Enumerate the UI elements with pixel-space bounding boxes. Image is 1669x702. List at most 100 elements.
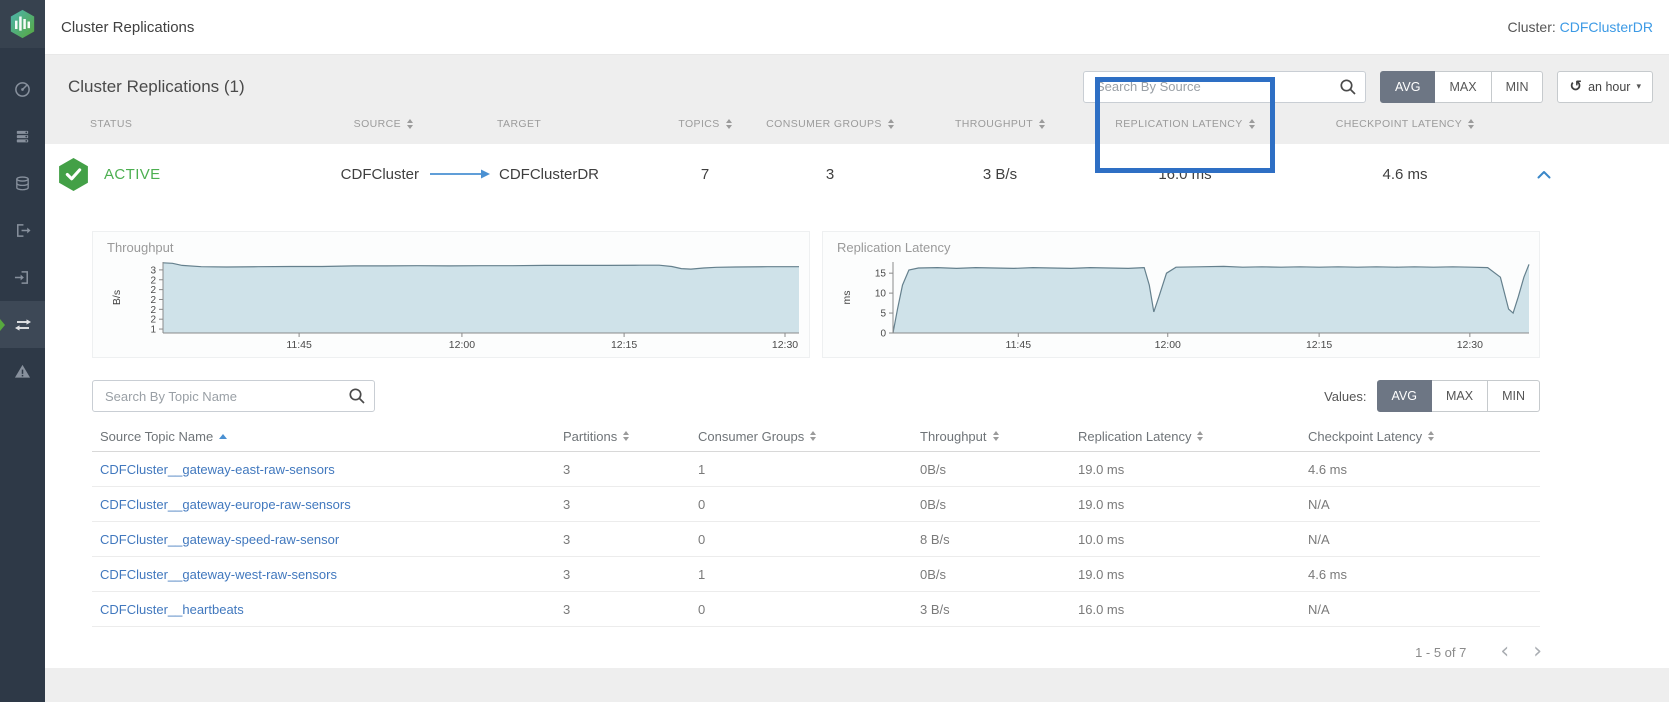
- latency-chart: 15 10 5 0 11:45 12:00 12:15 12:30 ms: [841, 262, 1530, 351]
- column-replication-latency[interactable]: Replication Latency: [1078, 429, 1308, 444]
- sidebar-item-producers[interactable]: [0, 207, 45, 254]
- time-range-dropdown[interactable]: ↺ an hour ▾: [1557, 70, 1653, 103]
- arrow-right-icon: [430, 169, 490, 179]
- sort-icon: [407, 119, 413, 129]
- cluster-table-header: STATUS SOURCE TARGET TOPICS CONSUMER GRO…: [45, 77, 1669, 173]
- svg-text:12:15: 12:15: [611, 339, 637, 351]
- column-topics[interactable]: TOPICS: [665, 118, 745, 130]
- search-icon: [1340, 78, 1356, 95]
- time-range-label: an hour: [1588, 79, 1631, 94]
- cluster-name-link[interactable]: CDFClusterDR: [1559, 19, 1653, 35]
- topic-link[interactable]: CDFCluster__heartbeats: [100, 601, 244, 617]
- column-consumer-groups[interactable]: Consumer Groups: [698, 429, 920, 444]
- values-avg-button[interactable]: AVG: [1376, 380, 1432, 412]
- topic-consumer-groups: 0: [698, 496, 706, 512]
- topics-count: 7: [700, 165, 710, 183]
- svg-text:3: 3: [150, 265, 156, 276]
- svg-text:12:30: 12:30: [1457, 339, 1483, 351]
- throughput-chart-card: Throughput 3 2 2 2 2 2 1 11:45 12:00 12:15 12:30 B/…: [92, 231, 810, 358]
- topic-partitions: 3: [563, 496, 571, 512]
- checkpoint-latency-value: 4.6 ms: [1382, 165, 1428, 183]
- svg-text:11:45: 11:45: [1006, 339, 1032, 351]
- status-cell: ACTIVE: [45, 157, 205, 192]
- sidebar-item-overview[interactable]: [0, 66, 45, 113]
- cluster-selector: Cluster: CDFClusterDR: [1508, 19, 1653, 35]
- sort-icon: [810, 431, 817, 441]
- column-consumer-groups[interactable]: CONSUMER GROUPS: [745, 118, 915, 130]
- column-checkpoint-latency[interactable]: CHECKPOINT LATENCY: [1285, 118, 1525, 130]
- pagination-info: 1 - 5 of 7: [1415, 644, 1467, 660]
- target-cluster: CDFClusterDR: [499, 165, 600, 183]
- svg-text:1: 1: [150, 325, 156, 336]
- column-source-topic-name[interactable]: Source Topic Name: [100, 429, 563, 444]
- search-by-source-input[interactable]: [1082, 70, 1366, 103]
- chart-title: Replication Latency: [837, 240, 951, 255]
- topics-toolbar: Values: AVG MAX MIN: [92, 380, 1540, 412]
- column-throughput[interactable]: Throughput: [920, 429, 1078, 444]
- search-by-topic-input[interactable]: [92, 380, 375, 412]
- topic-consumer-groups: 1: [698, 566, 706, 582]
- source-search: [1082, 70, 1366, 103]
- table-row: CDFCluster__gateway-speed-raw-sensor 3 0…: [92, 522, 1540, 557]
- avg-button[interactable]: AVG: [1379, 70, 1436, 103]
- topic-throughput: 0B/s: [920, 566, 947, 582]
- column-source[interactable]: SOURCE: [205, 118, 425, 130]
- svg-text:2: 2: [150, 315, 156, 326]
- svg-text:12:00: 12:00: [449, 339, 475, 351]
- topic-throughput: 8 B/s: [920, 531, 950, 547]
- history-icon: ↺: [1569, 78, 1583, 95]
- replication-arrow: [425, 168, 495, 180]
- cluster-label: Cluster:: [1507, 19, 1556, 35]
- values-min-button[interactable]: MIN: [1488, 380, 1540, 412]
- sidebar-item-topics[interactable]: [0, 160, 45, 207]
- column-throughput[interactable]: THROUGHPUT: [915, 118, 1085, 130]
- consumer-groups-count: 3: [825, 165, 835, 183]
- svg-text:5: 5: [880, 309, 886, 320]
- topic-link[interactable]: CDFCluster__gateway-east-raw-sensors: [100, 461, 335, 477]
- topic-link[interactable]: CDFCluster__gateway-speed-raw-sensor: [100, 531, 340, 547]
- topic-partitions: 3: [563, 531, 571, 547]
- prev-page-button[interactable]: ‹: [1500, 639, 1510, 664]
- brokers-icon: [16, 130, 29, 143]
- topic-link[interactable]: CDFCluster__gateway-europe-raw-sensors: [100, 496, 351, 512]
- topic-checkpoint-latency: N/A: [1308, 531, 1330, 547]
- producers-icon: [17, 224, 31, 237]
- topic-link[interactable]: CDFCluster__gateway-west-raw-sensors: [100, 566, 337, 582]
- sort-icon: [992, 431, 999, 441]
- table-row: CDFCluster__gateway-east-raw-sensors 3 1…: [92, 452, 1540, 487]
- topics-table-header: Source Topic Name Partitions Consumer Gr…: [92, 421, 1540, 452]
- sort-icon: [1468, 119, 1475, 129]
- max-button[interactable]: MAX: [1435, 70, 1492, 103]
- chevron-up-icon: [1537, 170, 1551, 178]
- column-target: TARGET: [497, 118, 542, 130]
- sidebar-item-alerts[interactable]: [0, 348, 45, 395]
- topic-replication-latency: 16.0 ms: [1078, 601, 1125, 617]
- sidebar-item-brokers[interactable]: [0, 113, 45, 160]
- column-checkpoint-latency[interactable]: Checkpoint Latency: [1308, 429, 1540, 444]
- replication-row[interactable]: ACTIVE CDFCluster CDFClusterDR 7 3 3 B/s…: [45, 144, 1669, 204]
- topic-checkpoint-latency: N/A: [1308, 496, 1330, 512]
- collapse-row-button[interactable]: [1525, 170, 1669, 179]
- throughput-value: 3 B/s: [982, 165, 1018, 183]
- topics-table: Source Topic Name Partitions Consumer Gr…: [92, 421, 1540, 627]
- source-cluster: CDFCluster: [340, 165, 419, 183]
- svg-text:0: 0: [880, 329, 886, 340]
- status-active-icon: [59, 157, 88, 191]
- chevron-down-icon: ▾: [1636, 81, 1641, 91]
- svg-text:2: 2: [150, 285, 156, 296]
- app-logo[interactable]: [0, 0, 45, 48]
- next-page-button[interactable]: ›: [1533, 639, 1542, 664]
- sort-icon: [1039, 119, 1046, 129]
- topic-search: [92, 380, 375, 412]
- sidebar-item-cluster-replications[interactable]: [0, 301, 45, 348]
- column-replication-latency[interactable]: REPLICATION LATENCY: [1085, 77, 1285, 173]
- sidebar-item-consumer-groups[interactable]: [0, 254, 45, 301]
- column-partitions[interactable]: Partitions: [563, 429, 698, 444]
- table-row: CDFCluster__gateway-europe-raw-sensors 3…: [92, 487, 1540, 522]
- sort-icon: [725, 119, 732, 129]
- topbar: Cluster Replications Cluster: CDFCluster…: [45, 0, 1669, 55]
- min-button[interactable]: MIN: [1491, 70, 1544, 103]
- values-max-button[interactable]: MAX: [1431, 380, 1489, 412]
